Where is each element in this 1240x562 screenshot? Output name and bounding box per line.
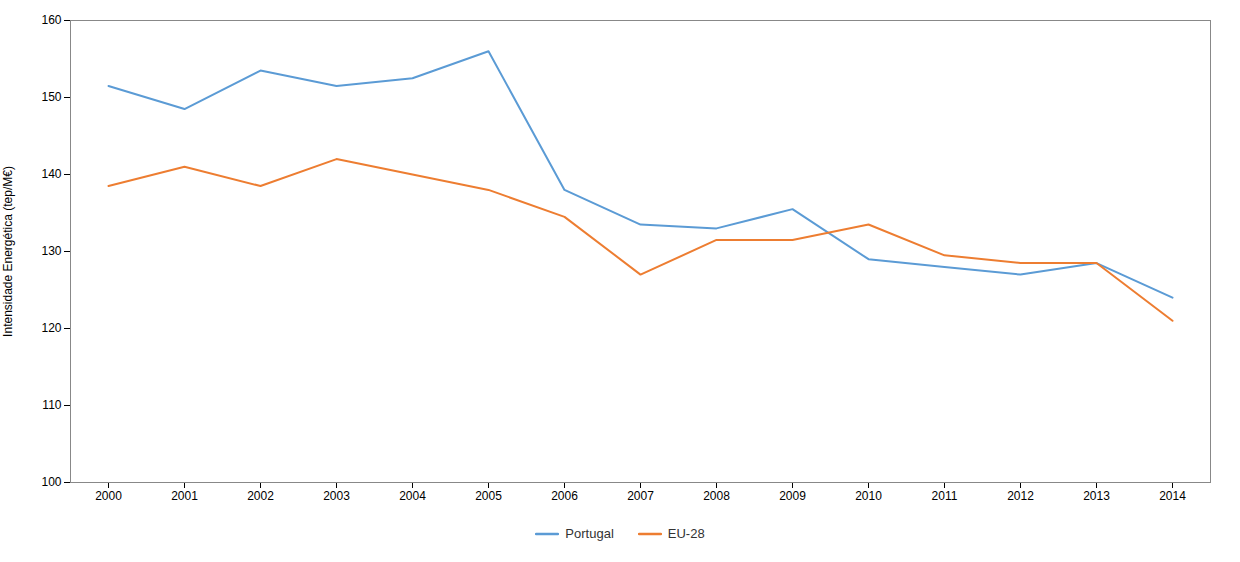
svg-text:2004: 2004 — [399, 489, 426, 503]
svg-text:160: 160 — [41, 13, 61, 27]
svg-text:2006: 2006 — [551, 489, 578, 503]
svg-text:100: 100 — [41, 475, 61, 489]
svg-text:2000: 2000 — [95, 489, 122, 503]
svg-text:2007: 2007 — [627, 489, 654, 503]
svg-text:120: 120 — [41, 321, 61, 335]
html-text:Portugal: Portugal — [565, 526, 614, 541]
svg-text:130: 130 — [41, 244, 61, 258]
svg-text:2003: 2003 — [323, 489, 350, 503]
svg-text:2010: 2010 — [855, 489, 882, 503]
svg-text:2001: 2001 — [171, 489, 198, 503]
svg-text:2002: 2002 — [247, 489, 274, 503]
svg-text:2014: 2014 — [1159, 489, 1186, 503]
html-text:EU-28: EU-28 — [667, 526, 705, 541]
svg-text:2008: 2008 — [703, 489, 730, 503]
svg-text:150: 150 — [41, 90, 61, 104]
svg-text:Intensidade Energética (tep/M€: Intensidade Energética (tep/M€) — [1, 166, 15, 337]
svg-text:2011: 2011 — [932, 489, 958, 503]
svg-text:2013: 2013 — [1083, 489, 1110, 503]
svg-text:110: 110 — [42, 398, 61, 412]
svg-text:2005: 2005 — [475, 489, 502, 503]
svg-text:2009: 2009 — [779, 489, 806, 503]
svg-text:2012: 2012 — [1007, 489, 1034, 503]
svg-text:140: 140 — [41, 167, 61, 181]
